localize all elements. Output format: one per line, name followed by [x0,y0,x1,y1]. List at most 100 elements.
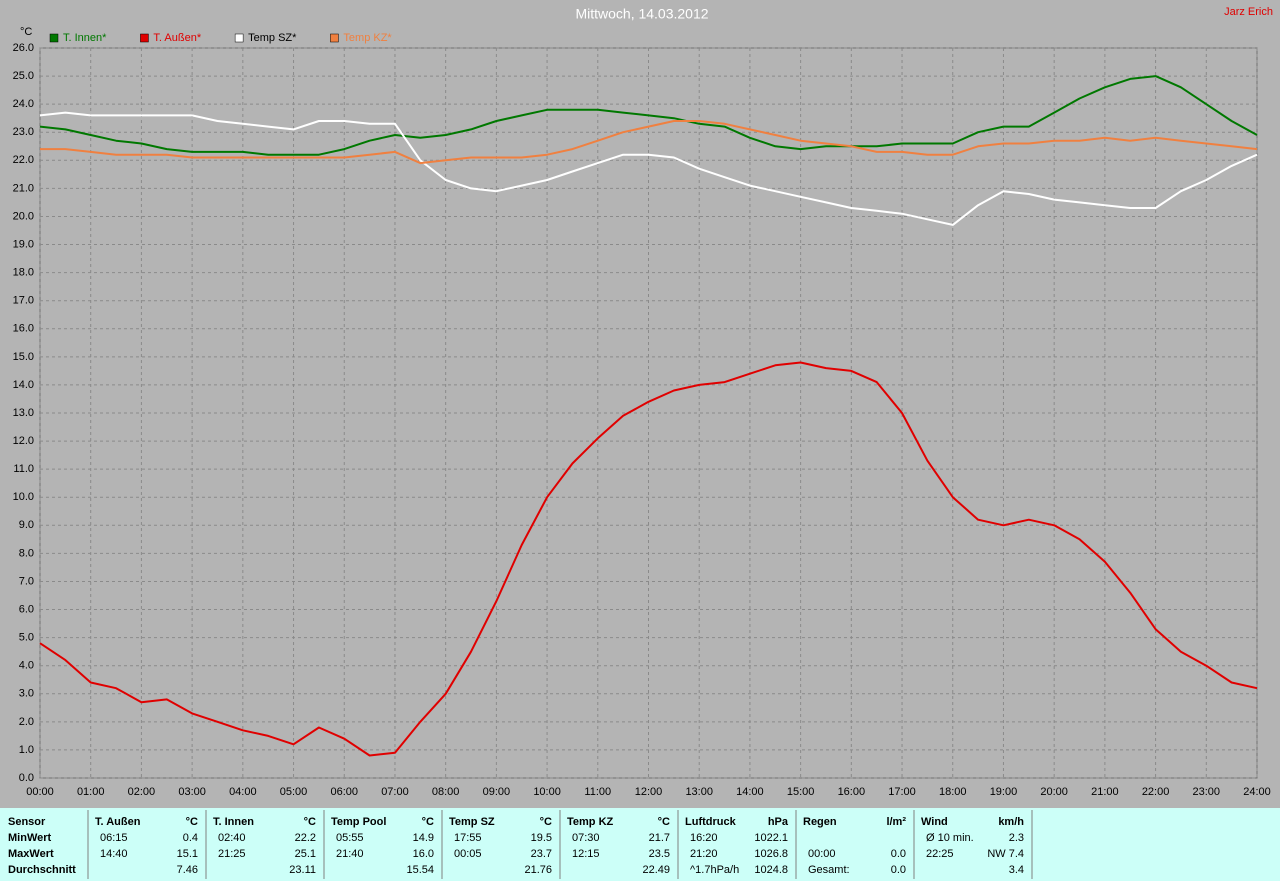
cell-left: 12:15 [572,848,600,860]
cell-right: NW 7.4 [987,848,1024,860]
y-tick-label: 15.0 [13,351,34,363]
legend-label: T. Innen* [63,32,107,44]
y-tick-label: 25.0 [13,70,34,82]
legend-label: Temp KZ* [343,32,392,44]
column-header: Wind [921,816,948,828]
legend-label: Temp SZ* [248,32,297,44]
cell-right: 1024.8 [754,864,788,876]
cell-right: 3.4 [1009,864,1024,876]
y-tick-label: 19.0 [13,238,34,250]
legend-swatch [330,33,339,43]
x-tick-label: 19:00 [990,786,1018,798]
y-tick-label: 26.0 [13,42,34,54]
y-tick-label: 12.0 [13,435,34,447]
cell-left: Ø 10 min. [926,832,974,844]
column-header: Temp Pool [331,816,386,828]
legend-swatch [49,33,59,43]
column-unit: l/m² [886,816,906,828]
column-unit: °C [304,816,316,828]
y-tick-label: 9.0 [19,519,34,531]
series-line [40,120,1258,165]
y-tick-label: 22.0 [13,154,34,166]
x-tick-label: 16:00 [838,786,866,798]
y-tick-label: 2.0 [19,716,34,728]
x-tick-label: 10:00 [533,786,561,798]
x-tick-label: 03:00 [178,786,206,798]
x-tick-label: 12:00 [635,786,663,798]
cell-left: 21:40 [336,848,364,860]
y-tick-label: 17.0 [13,295,34,307]
cell-right: 15.54 [406,864,434,876]
column-unit: hPa [768,816,789,828]
cell-right: 22.49 [642,864,670,876]
cell-right: 14.9 [413,832,434,844]
x-tick-label: 11:00 [584,786,611,798]
cell-right: 16.0 [413,848,434,860]
cell-right: 2.3 [1009,832,1024,844]
x-tick-label: 09:00 [483,786,511,798]
cell-right: 21.76 [524,864,552,876]
y-tick-label: 0.0 [19,772,34,784]
stats-table [0,808,1280,881]
cell-left: 02:40 [218,832,246,844]
chart-title: Mittwoch, 14.03.2012 [575,6,708,22]
y-tick-label: 7.0 [19,575,34,587]
y-tick-label: 11.0 [13,463,34,475]
x-tick-label: 22:00 [1142,786,1170,798]
legend-swatch [140,33,149,43]
cell-right: 0.4 [183,832,198,844]
x-tick-label: 08:00 [432,786,460,798]
series-line [39,361,1258,757]
y-tick-label: 6.0 [19,603,34,615]
column-header: Luftdruck [685,816,737,828]
y-tick-label: 24.0 [13,98,34,110]
column-unit: °C [186,816,198,828]
column-unit: km/h [998,816,1024,828]
y-tick-label: 16.0 [13,323,34,335]
x-tick-label: 24:00 [1243,786,1271,798]
y-tick-label: 1.0 [19,744,34,756]
cell-right: 21.7 [649,832,670,844]
column-header: Temp SZ [449,816,495,828]
cell-right: 7.46 [177,864,198,876]
y-tick-label: 8.0 [19,547,34,559]
cell-right: 1022.1 [754,832,788,844]
x-tick-label: 07:00 [381,786,409,798]
cell-left: 07:30 [572,832,600,844]
y-tick-label: 14.0 [13,379,34,391]
legend-swatch [234,33,244,43]
column-header: T. Innen [213,816,254,828]
y-tick-label: 18.0 [13,267,34,279]
column-unit: °C [540,816,552,828]
y-tick-label: 23.0 [13,126,34,138]
row-label: MaxWert [8,848,54,860]
row-label: Durchschnitt [8,864,76,876]
y-axis-unit: °C [20,26,32,38]
y-tick-label: 10.0 [13,491,34,503]
x-tick-label: 02:00 [128,786,156,798]
x-tick-label: 15:00 [787,786,815,798]
cell-right: 23.7 [531,848,552,860]
x-tick-label: 01:00 [77,786,105,798]
x-tick-label: 21:00 [1091,786,1119,798]
x-tick-label: 05:00 [280,786,308,798]
cell-left: 06:15 [100,832,128,844]
x-tick-label: 14:00 [736,786,764,798]
cell-left: 05:55 [336,832,364,844]
cell-right: 23.11 [289,864,316,876]
x-tick-label: 13:00 [685,786,713,798]
x-tick-label: 23:00 [1193,786,1221,798]
cell-right: 23.5 [649,848,670,860]
cell-left: 14:40 [100,848,128,860]
y-tick-label: 20.0 [13,210,34,222]
author: Jarz Erich [1224,6,1273,18]
x-tick-label: 00:00 [26,786,54,798]
x-tick-label: 06:00 [330,786,358,798]
y-tick-label: 4.0 [19,660,34,672]
x-tick-label: 04:00 [229,786,257,798]
series-line [39,111,1258,226]
y-tick-label: 5.0 [19,632,34,644]
